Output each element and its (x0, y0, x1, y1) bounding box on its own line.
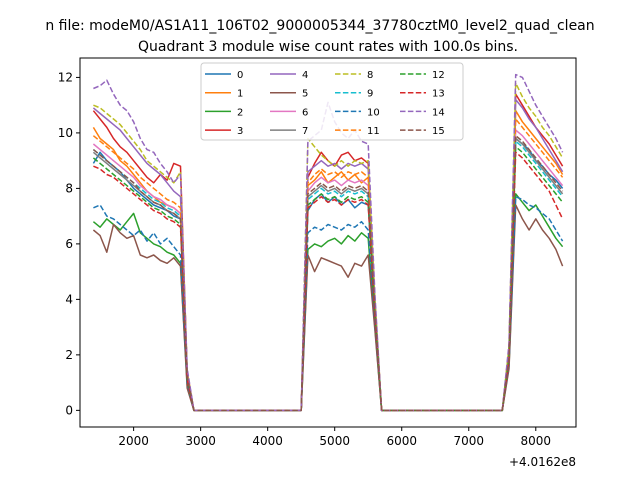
series-line-4 (92, 98, 564, 412)
legend-label-4: 4 (302, 70, 308, 81)
legend-label-8: 8 (367, 70, 373, 81)
legend-label-10: 10 (367, 107, 380, 118)
legend-label-12: 12 (432, 70, 445, 81)
x-tick-label: 2000 (118, 434, 149, 448)
series-line-8 (93, 82, 564, 412)
x-tick-label: 8000 (521, 434, 552, 448)
x-tick-label: 6000 (386, 434, 417, 448)
x-offset-label: +4.0162e8 (509, 455, 576, 469)
legend-label-6: 6 (302, 107, 308, 118)
y-tick-label: 4 (65, 292, 73, 306)
legend-label-13: 13 (432, 89, 445, 100)
series-line-10 (93, 195, 564, 412)
legend-label-9: 9 (367, 89, 373, 100)
y-tick-label: 0 (65, 403, 73, 417)
axes-frame (79, 57, 577, 428)
x-tick-label: 5000 (319, 434, 350, 448)
series-line-12 (92, 146, 564, 412)
y-tick-label: 8 (65, 181, 73, 195)
figure-suptitle: n file: modeM0/AS1A11_106T02_9000005344_… (45, 18, 594, 34)
legend-label-5: 5 (302, 89, 308, 100)
y-tick-label: 2 (65, 348, 73, 362)
legend-label-15: 15 (432, 126, 445, 137)
y-axis: 0 2 4 6 8 10 12 (58, 70, 80, 417)
legend-label-14: 14 (432, 107, 445, 118)
series-line-3 (92, 93, 564, 412)
series-layer (92, 73, 564, 412)
series-line-2 (92, 193, 564, 412)
chart-title: Quadrant 3 module wise count rates with … (138, 39, 518, 55)
series-line-6 (92, 129, 564, 412)
legend-box (200, 62, 464, 141)
legend-label-1: 1 (237, 89, 243, 100)
legend-label-0: 0 (237, 70, 243, 81)
x-tick-label: 4000 (252, 434, 283, 448)
legend-label-11: 11 (367, 126, 380, 137)
series-line-5 (92, 204, 564, 412)
legend-label-2: 2 (237, 107, 243, 118)
x-tick-label: 7000 (453, 434, 484, 448)
legend-label-7: 7 (302, 126, 308, 137)
legend-label-3: 3 (237, 126, 243, 137)
x-tick-label: 3000 (185, 434, 216, 448)
series-line-11 (92, 118, 564, 412)
y-tick-label: 10 (58, 126, 73, 140)
x-axis: 2000 3000 4000 5000 6000 7000 8000 (118, 427, 551, 448)
y-tick-label: 12 (58, 70, 73, 84)
y-tick-label: 6 (65, 237, 73, 251)
